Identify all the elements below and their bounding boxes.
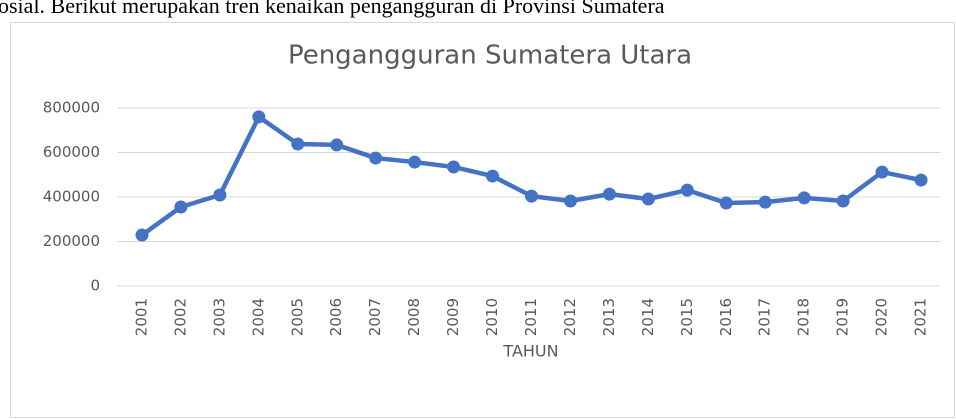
x-tick-label: 2020: [873, 298, 891, 336]
x-tick-label: 2007: [366, 298, 384, 336]
y-tick-label: 800000: [43, 99, 100, 117]
x-tick-label: 2014: [639, 298, 657, 336]
y-tick-label: 400000: [43, 188, 100, 206]
y-tick-label: 600000: [43, 143, 100, 161]
marker: [408, 155, 422, 169]
marker: [563, 194, 577, 208]
x-tick-label: 2016: [717, 298, 735, 336]
x-tick-label: 2004: [249, 298, 267, 336]
marker: [330, 138, 344, 152]
x-tick-label: 2018: [795, 298, 813, 336]
x-tick-label: 2010: [483, 298, 501, 336]
x-tick-label: 2002: [171, 298, 189, 336]
marker: [875, 165, 889, 179]
y-tick-label: 200000: [43, 232, 100, 250]
marker: [914, 173, 928, 187]
x-tick-label: 2009: [444, 298, 462, 336]
chart-title: Pengangguran Sumatera Utara: [288, 41, 692, 71]
x-tick-label: 2005: [288, 298, 306, 336]
marker: [680, 183, 694, 197]
marker: [525, 189, 538, 203]
marker: [797, 191, 811, 205]
chart-frame: [10, 22, 955, 418]
marker: [719, 196, 733, 210]
marker: [641, 192, 655, 206]
marker: [486, 169, 500, 183]
x-tick-label: 2019: [834, 298, 852, 336]
x-tick-label: 2003: [210, 298, 228, 336]
x-tick-label: 2001: [132, 298, 150, 336]
x-axis-label: TAHUN: [502, 342, 558, 361]
x-tick-label: 2008: [405, 298, 423, 336]
y-tick-label: 0: [90, 277, 100, 295]
marker: [836, 194, 850, 208]
marker: [369, 151, 383, 165]
body-text: osial. Berikut merupakan tren kenaikan p…: [0, 0, 665, 18]
marker: [602, 187, 616, 201]
marker: [252, 110, 266, 124]
x-tick-label: 2015: [678, 298, 696, 336]
marker: [213, 188, 227, 202]
marker: [135, 228, 149, 242]
x-tick-label: 2021: [912, 298, 930, 336]
x-tick-label: 2012: [561, 298, 579, 336]
x-tick-label: 2013: [600, 298, 618, 336]
x-tick-label: 2017: [756, 298, 774, 336]
marker: [174, 200, 188, 214]
marker: [758, 195, 772, 209]
marker: [447, 160, 461, 174]
x-tick-label: 2006: [327, 298, 345, 336]
x-tick-label: 2011: [522, 298, 540, 336]
marker: [291, 137, 305, 151]
